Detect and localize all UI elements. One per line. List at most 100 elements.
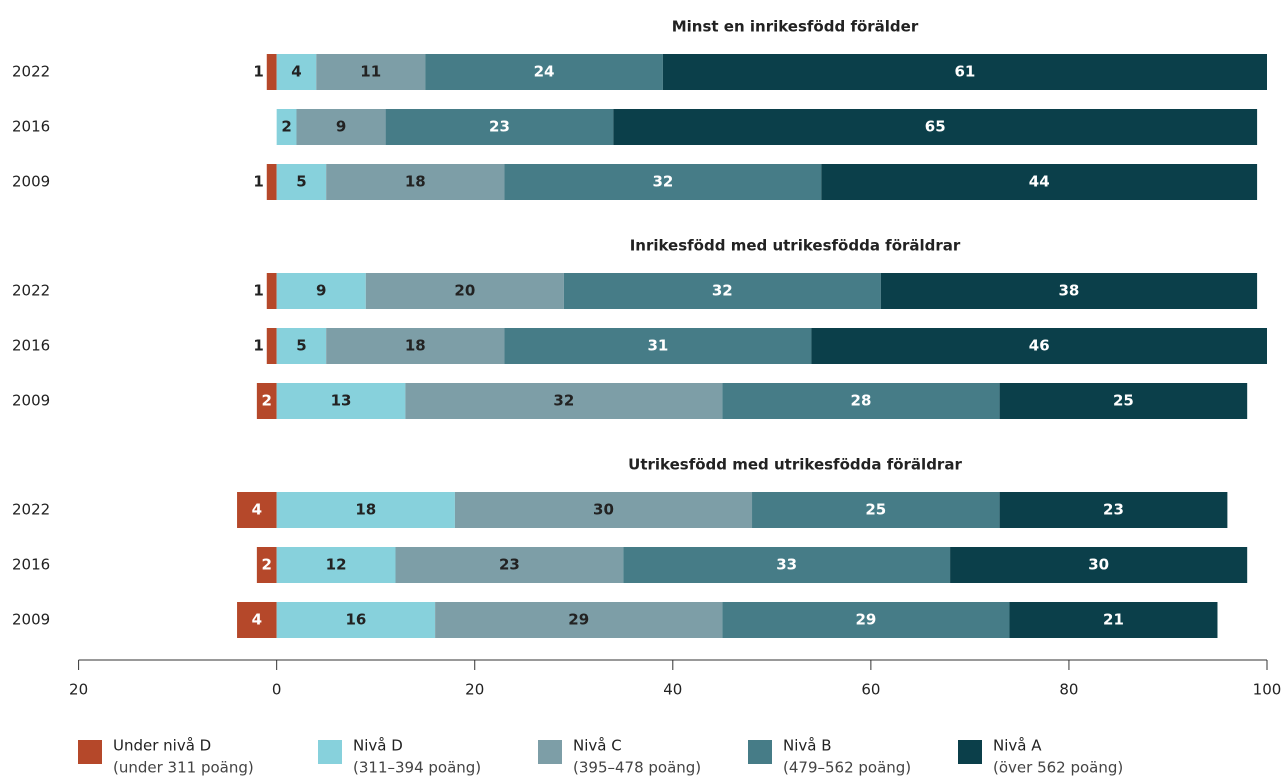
data-label: 25 [1113,392,1134,410]
data-label: 1 [253,337,263,355]
bar-segment [237,492,277,528]
data-label: 65 [925,118,946,136]
data-label: 5 [296,337,306,355]
bar-segment [435,602,723,638]
bar-segment [276,54,317,90]
bar-segment [326,328,505,364]
bar-segment [613,109,1258,145]
x-tick-label: 20 [69,681,88,699]
bar-segment [276,164,327,200]
legend-range: (479–562 poäng) [783,759,911,777]
bar-segment [237,602,277,638]
data-label: 12 [326,556,347,574]
group-title: Inrikesfödd med utrikesfödda föräldrar [630,237,961,255]
data-label: 44 [1029,173,1050,191]
legend-range: (under 311 poäng) [113,759,254,777]
y-tick-label: 2009 [12,173,50,191]
bar-segment [504,328,812,364]
bar-segment [395,547,624,583]
data-label: 24 [534,63,555,81]
data-label: 32 [553,392,574,410]
data-label: 2 [281,118,291,136]
data-label: 29 [855,611,876,629]
data-label: 30 [593,501,614,519]
bar-segment [316,54,426,90]
data-label: 20 [454,282,475,300]
data-label: 32 [652,173,673,191]
y-tick-label: 2009 [12,611,50,629]
legend-range: (över 562 poäng) [993,759,1123,777]
bar-segment [256,547,277,583]
data-label: 32 [712,282,733,300]
data-label: 29 [568,611,589,629]
data-label: 18 [405,337,426,355]
data-label: 33 [776,556,797,574]
data-label: 2 [262,392,272,410]
bar-segment [256,383,277,419]
x-tick-label: 20 [465,681,484,699]
data-label: 18 [355,501,376,519]
bar-segment [276,273,366,309]
bar-segment [266,273,277,309]
bar-segment [326,164,505,200]
y-tick-label: 2022 [12,501,50,519]
bar-segment [662,54,1267,90]
bar-segment [722,383,1000,419]
legend-swatch [78,740,102,764]
bar-segment [425,54,663,90]
legend-swatch [538,740,562,764]
data-label: 38 [1058,282,1079,300]
data-label: 4 [252,611,262,629]
bar-segment [623,547,951,583]
data-label: 18 [405,173,426,191]
data-label: 46 [1029,337,1050,355]
bar-segment [821,164,1258,200]
legend-label: Nivå A [993,737,1042,755]
legend-swatch [958,740,982,764]
bar-segment [454,492,753,528]
legend-label: Nivå D [353,737,403,755]
bar-segment [276,602,436,638]
bar-segment [266,164,277,200]
y-tick-label: 2016 [12,118,50,136]
bar-segment [563,273,881,309]
data-label: 9 [336,118,346,136]
bar-segment [999,492,1228,528]
bar-segment [999,383,1248,419]
legend-swatch [318,740,342,764]
data-label: 13 [331,392,352,410]
data-label: 23 [499,556,520,574]
bar-segment [811,328,1267,364]
legend-label: Nivå C [573,737,622,755]
data-label: 30 [1088,556,1109,574]
y-tick-label: 2009 [12,392,50,410]
y-tick-label: 2016 [12,337,50,355]
bar-segment [880,273,1258,309]
data-label: 16 [345,611,366,629]
bar-segment [722,602,1010,638]
y-tick-label: 2016 [12,556,50,574]
data-label: 1 [253,63,263,81]
data-label: 1 [253,282,263,300]
bar-segment [266,328,277,364]
data-label: 11 [360,63,381,81]
data-label: 2 [262,556,272,574]
bar-segment [504,164,822,200]
data-label: 4 [291,63,301,81]
data-label: 21 [1103,611,1124,629]
bar-segment [276,328,327,364]
x-tick-label: 80 [1059,681,1078,699]
bar-segment [296,109,386,145]
data-label: 1 [253,173,263,191]
data-label: 23 [489,118,510,136]
bar-segment [276,547,396,583]
bar-segment [276,492,455,528]
data-label: 9 [316,282,326,300]
legend-range: (311–394 poäng) [353,759,481,777]
x-tick-label: 0 [272,681,282,699]
legend-range: (395–478 poäng) [573,759,701,777]
data-label: 25 [865,501,886,519]
data-label: 5 [296,173,306,191]
data-label: 31 [648,337,669,355]
